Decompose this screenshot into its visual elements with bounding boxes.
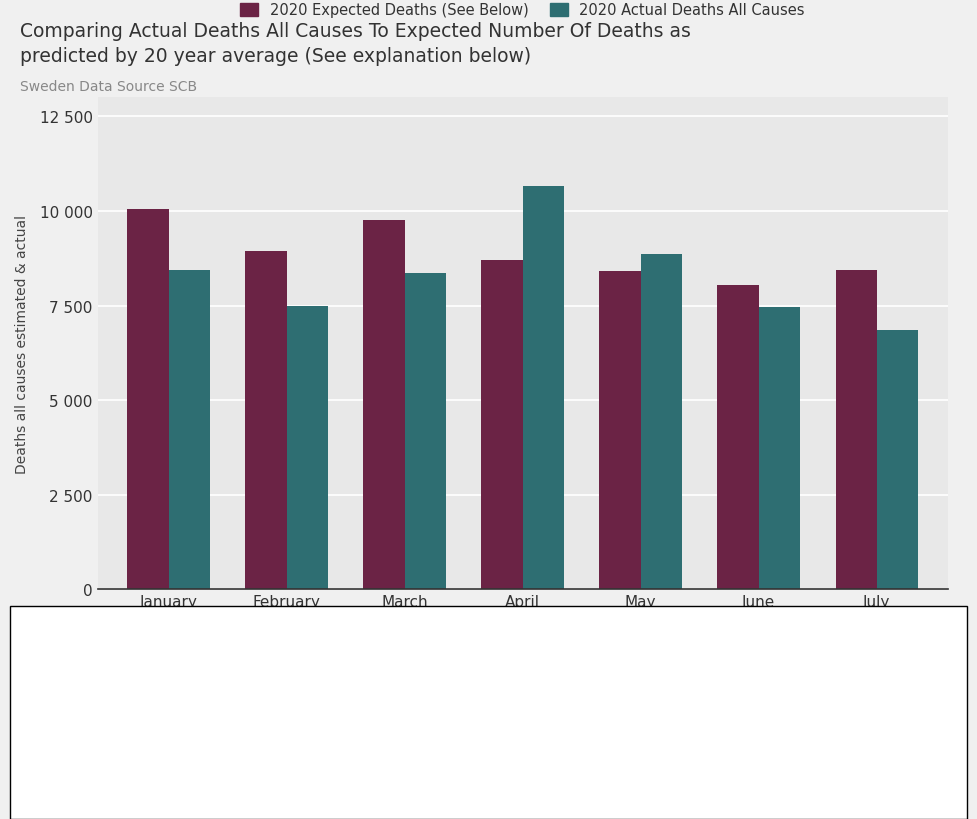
Text: been calculated showing estimated deaths 2020.: been calculated showing estimated deaths…	[20, 651, 311, 663]
Bar	[876, 331, 918, 590]
Text: https://www.scb.se/om-scb/nyheter-och-pressmeddelanden/scb-publicerar-preliminar: https://www.scb.se/om-scb/nyheter-och-pr…	[20, 770, 698, 783]
Bar	[523, 187, 564, 590]
Text: Data Source: http://www.statistikdatabasen.scb.se/pxweb/sv/ssd/START__BE__BE0101: Data Source: http://www.statistikdatabas…	[20, 740, 531, 753]
Bar	[641, 256, 682, 590]
Bar	[127, 210, 168, 590]
Bar	[245, 251, 286, 590]
Bar	[363, 221, 404, 590]
Bar	[286, 306, 328, 590]
Bar	[717, 285, 759, 590]
Legend: 2020 Expected Deaths (See Below), 2020 Actual Deaths All Causes: 2020 Expected Deaths (See Below), 2020 A…	[234, 0, 811, 24]
Bar	[600, 272, 641, 590]
Y-axis label: Deaths all causes estimated & actual: Deaths all causes estimated & actual	[15, 215, 28, 473]
Text: Based on 20 years of data where 'x' percent of age group 'y' dies each year an a: Based on 20 years of data where 'x' perc…	[20, 621, 768, 634]
Bar	[482, 260, 523, 590]
Text: as they normally arent distributed equally over the year.: as they normally arent distributed equal…	[20, 710, 356, 723]
Text: Sweden Data Source SCB: Sweden Data Source SCB	[20, 79, 196, 93]
Bar	[759, 308, 800, 590]
Bar	[835, 270, 876, 590]
Text: Comparing Actual Deaths All Causes To Expected Number Of Deaths as
predicted by : Comparing Actual Deaths All Causes To Ex…	[20, 21, 691, 66]
Bar	[404, 274, 446, 590]
Bar	[168, 270, 210, 590]
Text: Further, adding up deaths per month between year 2000-2019 in order to distribut: Further, adding up deaths per month betw…	[20, 681, 687, 694]
